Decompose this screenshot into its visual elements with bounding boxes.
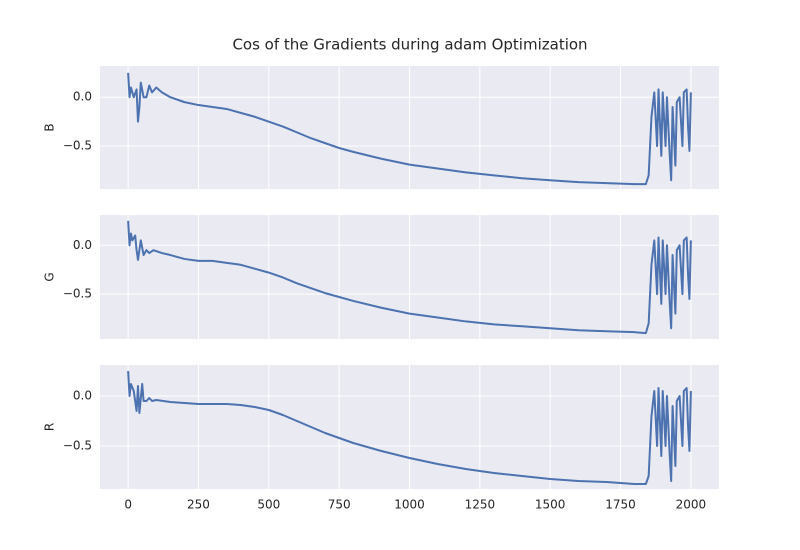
data-line bbox=[127, 220, 692, 335]
x-tick-label: 1000 bbox=[394, 498, 425, 512]
y-tick-label: −0.5 bbox=[63, 439, 92, 453]
y-axis-label: G bbox=[43, 272, 57, 281]
y-tick-label: 0.0 bbox=[73, 389, 92, 403]
figure-title: Cos of the Gradients during adam Optimiz… bbox=[232, 36, 587, 54]
y-tick-label: −0.5 bbox=[63, 139, 92, 153]
x-tick-label: 750 bbox=[328, 498, 351, 512]
x-tick-label: 1250 bbox=[465, 498, 496, 512]
y-tick-label: 0.0 bbox=[73, 90, 92, 104]
y-axis-label: R bbox=[43, 423, 57, 431]
y-tick-label: 0.0 bbox=[73, 238, 92, 252]
y-tick-label: −0.5 bbox=[63, 287, 92, 301]
x-tick-label: 0 bbox=[124, 498, 132, 512]
x-tick-label: 1750 bbox=[605, 498, 636, 512]
x-tick-label: 2000 bbox=[676, 498, 707, 512]
x-tick-label: 500 bbox=[257, 498, 280, 512]
data-line bbox=[127, 72, 692, 186]
data-line bbox=[127, 370, 692, 485]
x-tick-label: 1500 bbox=[535, 498, 566, 512]
x-tick-label: 250 bbox=[187, 498, 210, 512]
y-axis-label: B bbox=[43, 123, 57, 131]
